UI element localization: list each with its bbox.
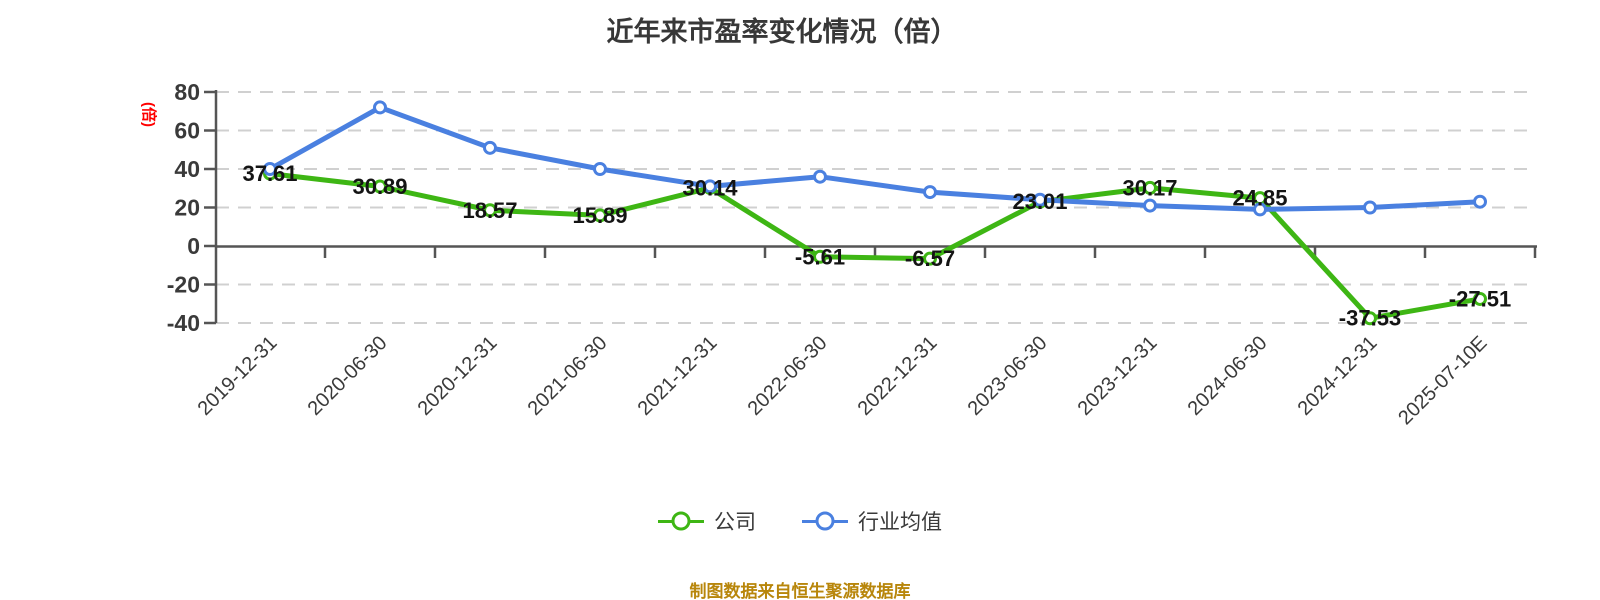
y-tick-label-0: 0 xyxy=(187,233,200,259)
data-point-company-2024-12-31 xyxy=(1363,311,1377,326)
value-label-2023-12-31: 30.17 xyxy=(1122,175,1177,200)
y-tick-label-40: 40 xyxy=(174,156,200,182)
y-tick-label-20: 20 xyxy=(174,195,200,221)
y-tick-label-80: 80 xyxy=(174,79,200,105)
x-axis-label-2024-12-31: 2024-12-31 xyxy=(1294,332,1382,420)
data-point-industry-average-2025-07-10E xyxy=(1473,194,1487,209)
x-axis-label-2025-07-10E: 2025-07-10E xyxy=(1394,332,1491,429)
y-tick-label--20: -20 xyxy=(167,272,200,298)
data-point-industry-average-2023-12-31 xyxy=(1143,198,1157,213)
series-line-company xyxy=(267,171,1483,321)
series-line-industry-average xyxy=(267,104,1483,212)
value-label-2020-12-31: 18.57 xyxy=(462,198,517,223)
x-axis-label-2021-12-31: 2021-12-31 xyxy=(634,332,722,420)
legend-label-industry-average: 行业均值 xyxy=(858,511,942,534)
x-axis-label-2020-06-30: 2020-06-30 xyxy=(304,332,392,420)
x-axis-label-2022-06-30: 2022-06-30 xyxy=(744,332,832,420)
data-point-industry-average-2020-12-31 xyxy=(483,140,497,155)
value-label-2025-07-10E: -27.51 xyxy=(1449,286,1511,311)
data-point-company-2023-12-31 xyxy=(1143,180,1157,195)
value-label-2022-06-30: -5.61 xyxy=(795,244,845,269)
x-axis-label-2023-06-30: 2023-06-30 xyxy=(964,332,1052,420)
value-label-2024-12-31: -37.53 xyxy=(1339,306,1401,331)
chart-legend: 公司 行业均值 xyxy=(658,506,942,536)
value-label-2020-06-30: 30.89 xyxy=(352,174,407,199)
data-point-industry-average-2023-06-30 xyxy=(1033,192,1047,207)
data-point-industry-average-2020-06-30 xyxy=(373,100,387,115)
company-series-marker-icon xyxy=(658,511,704,532)
data-point-industry-average-2021-06-30 xyxy=(593,162,607,176)
y-tick-label--40: -40 xyxy=(167,310,200,336)
x-axis-label-2023-12-31: 2023-12-31 xyxy=(1074,332,1162,420)
x-axis-label-2020-12-31: 2020-12-31 xyxy=(414,332,502,420)
data-point-company-2022-06-30 xyxy=(813,249,827,264)
chart-title: 近年来市盈率变化情况（倍） xyxy=(606,17,958,47)
data-point-company-2020-06-30 xyxy=(373,179,387,194)
x-axis-label-2024-06-30: 2024-06-30 xyxy=(1184,332,1272,420)
data-point-industry-average-2024-12-31 xyxy=(1363,200,1377,215)
x-axis-label-2021-06-30: 2021-06-30 xyxy=(524,332,612,420)
data-point-industry-average-2019-12-31 xyxy=(263,162,277,176)
legend-label-company: 公司 xyxy=(714,511,756,534)
industry-series-marker-icon xyxy=(802,511,848,532)
value-label-2019-12-31: 37.61 xyxy=(242,161,297,186)
data-point-industry-average-2022-06-30 xyxy=(813,169,827,184)
data-point-company-2022-12-31 xyxy=(923,251,937,266)
data-point-industry-average-2021-12-31 xyxy=(703,179,717,194)
x-axis-label-2019-12-31: 2019-12-31 xyxy=(194,332,282,420)
value-label-2021-12-31: 30.14 xyxy=(682,175,738,200)
y-tick-label-60: 60 xyxy=(174,118,200,144)
data-point-company-2021-06-30 xyxy=(593,208,607,223)
data-source-note: 制图数据来自恒生聚源数据库 xyxy=(689,582,911,600)
value-label-2021-06-30: 15.89 xyxy=(572,203,627,228)
data-point-industry-average-2024-06-30 xyxy=(1253,202,1267,217)
data-point-industry-average-2022-12-31 xyxy=(923,185,937,200)
value-label-2023-06-30: 23.01 xyxy=(1012,189,1067,214)
legend-item-industry-average: 行业均值 xyxy=(802,506,942,536)
data-point-company-2025-07-10E xyxy=(1473,291,1487,306)
data-point-company-2020-12-31 xyxy=(483,203,497,218)
legend-item-company: 公司 xyxy=(658,506,756,536)
value-label-2022-12-31: -6.57 xyxy=(905,246,955,271)
value-label-2024-06-30: 24.85 xyxy=(1232,186,1287,211)
x-axis-label-2022-12-31: 2022-12-31 xyxy=(854,332,942,420)
